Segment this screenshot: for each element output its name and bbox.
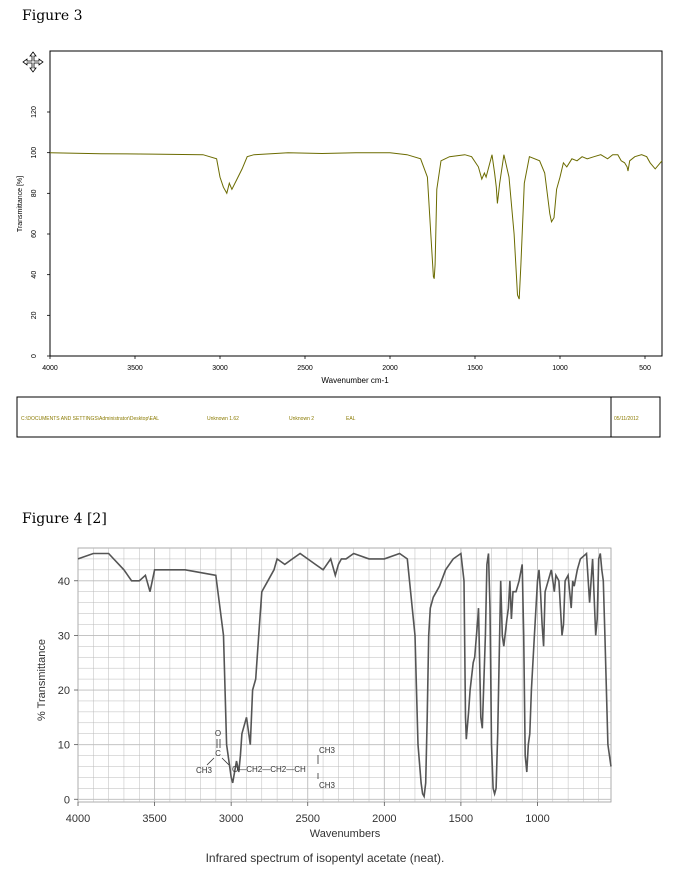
structure-methyl-left: CH3 bbox=[196, 766, 213, 775]
figure4-y-axis-label: % Transmittance bbox=[36, 639, 48, 721]
footer-date: 05/11/2012 bbox=[614, 416, 639, 422]
figure4-caption: Figure 4 [2] bbox=[22, 511, 107, 527]
x-tick-label: 1000 bbox=[525, 813, 549, 825]
move-cursor-icon bbox=[22, 51, 44, 73]
structure-methyl-bottom: CH3 bbox=[319, 781, 336, 790]
x-tick-label: 2500 bbox=[297, 365, 313, 372]
figure4-bottom-caption: Infrared spectrum of isopentyl acetate (… bbox=[206, 851, 445, 865]
x-tick-label: 500 bbox=[639, 365, 651, 372]
figure4-x-axis-label: Wavenumbers bbox=[310, 828, 381, 840]
x-tick-label: 1500 bbox=[449, 813, 473, 825]
figure3-y-axis-label: Transmittance [%] bbox=[17, 176, 24, 232]
y-tick-label: 0 bbox=[64, 794, 70, 806]
footer-path: C:\DOCUMENTS AND SETTINGS\Administrator\… bbox=[21, 416, 159, 422]
y-tick-label: 30 bbox=[58, 630, 70, 642]
footer-name: EAL bbox=[346, 416, 356, 422]
x-tick-label: 4000 bbox=[66, 813, 90, 825]
figure3-x-ticks: 4000 3500 3000 2500 2000 1500 1000 500 bbox=[42, 356, 651, 372]
figure3-plot-frame bbox=[49, 50, 663, 357]
x-tick-label: 3000 bbox=[212, 365, 228, 372]
y-tick-label: 20 bbox=[31, 311, 38, 319]
figure3-spectrum-line bbox=[49, 152, 663, 300]
y-tick-label: 60 bbox=[31, 230, 38, 238]
x-tick-label: 1500 bbox=[467, 365, 483, 372]
y-tick-label: 0 bbox=[31, 354, 38, 358]
isopentyl-acetate-structure: O C CH3 O—CH2—CH2—CH CH3 CH3 bbox=[196, 729, 336, 790]
x-tick-label: 2000 bbox=[382, 365, 398, 372]
figure4-chart: 4000 3500 3000 2500 2000 1500 1000 0 10 20 30 40 W… bbox=[36, 547, 612, 865]
y-tick-label: 10 bbox=[58, 740, 70, 752]
y-tick-label: 40 bbox=[31, 271, 38, 279]
figure3-caption: Figure 3 bbox=[22, 8, 83, 24]
structure-chain: O—CH2—CH2—CH bbox=[232, 765, 306, 774]
x-tick-label: 3500 bbox=[142, 813, 166, 825]
figure3-footer-box bbox=[16, 396, 661, 438]
x-tick-label: 4000 bbox=[42, 365, 58, 372]
x-tick-label: 2000 bbox=[372, 813, 396, 825]
figure4-grid bbox=[78, 548, 611, 802]
structure-carbonyl-c: C bbox=[215, 749, 221, 758]
figure4-y-ticks: 0 10 20 30 40 bbox=[58, 576, 78, 806]
figure4-spectrum-line bbox=[77, 551, 612, 800]
y-tick-label: 40 bbox=[58, 576, 70, 588]
x-tick-label: 3000 bbox=[219, 813, 243, 825]
figure4-x-ticks: 4000 3500 3000 2500 2000 1500 1000 bbox=[66, 802, 550, 825]
y-tick-label: 120 bbox=[31, 106, 38, 118]
figure3-x-axis-label: Wavenumber cm-1 bbox=[321, 376, 389, 385]
x-tick-label: 3500 bbox=[127, 365, 143, 372]
x-tick-label: 1000 bbox=[552, 365, 568, 372]
structure-methyl-top: CH3 bbox=[319, 746, 336, 755]
footer-sample: Unknown 1.62 bbox=[207, 416, 239, 422]
figure3-chart: 4000 3500 3000 2500 2000 1500 1000 500 0 20 40 60 8… bbox=[16, 50, 663, 438]
figure3-y-ticks: 0 20 40 60 80 100 120 bbox=[31, 106, 50, 358]
y-tick-label: 100 bbox=[31, 147, 38, 159]
y-tick-label: 20 bbox=[58, 685, 70, 697]
structure-carbonyl-o: O bbox=[215, 729, 221, 738]
x-tick-label: 2500 bbox=[295, 813, 319, 825]
figure4-plot-frame bbox=[77, 547, 612, 803]
y-tick-label: 80 bbox=[31, 189, 38, 197]
footer-unknown: Unknown 2 bbox=[289, 416, 314, 422]
